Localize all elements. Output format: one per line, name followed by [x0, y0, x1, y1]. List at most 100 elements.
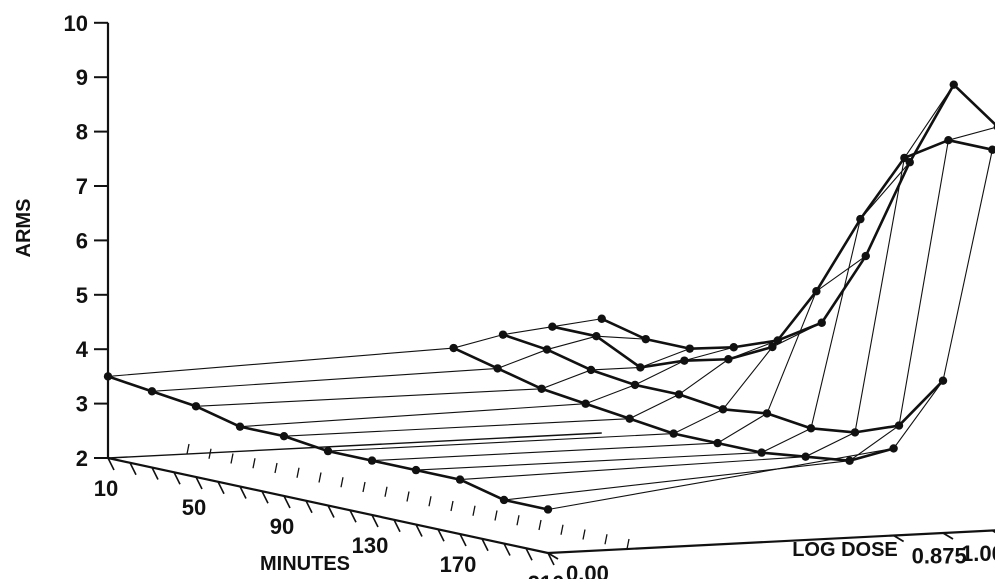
data-point — [279, 431, 289, 441]
data-point — [768, 342, 777, 352]
floor-hatch-tick — [384, 486, 388, 497]
minutes-tick — [503, 543, 511, 556]
data-point — [449, 343, 458, 353]
data-point — [548, 322, 557, 331]
floor-hatch-tick — [186, 443, 190, 455]
floor-hatch-tick — [450, 500, 454, 512]
floor-hatch-tick — [230, 453, 234, 464]
data-point — [801, 452, 810, 461]
data-point — [905, 158, 914, 167]
floor-hatch-tick — [296, 467, 300, 478]
data-point — [592, 332, 601, 341]
back-dose-axis-line — [107, 432, 602, 459]
minutes-tick — [525, 547, 533, 561]
minutes-tick — [349, 509, 357, 523]
floor-hatch-tick — [318, 472, 322, 483]
series-line — [601, 83, 995, 350]
series-line — [502, 333, 944, 434]
minutes-tick — [459, 533, 467, 547]
data-point — [537, 384, 546, 393]
data-point — [103, 372, 113, 381]
data-point — [499, 495, 509, 505]
surface-cross-line — [503, 126, 995, 501]
floor-hatch-tick — [340, 477, 344, 488]
data-point — [724, 355, 733, 364]
floor-hatch-tick — [472, 505, 476, 516]
minutes-tick — [107, 457, 115, 471]
arms-tick-label: 2 — [76, 446, 88, 471]
dose-tick — [547, 552, 559, 560]
minutes-tick — [151, 467, 159, 480]
data-point — [636, 363, 645, 372]
data-point — [718, 405, 728, 414]
data-point — [894, 421, 904, 430]
arms-tick-label: 10 — [64, 11, 88, 36]
floor-hatch-tick — [494, 510, 498, 521]
data-point — [938, 376, 948, 385]
arms-axis-title: ARMS — [13, 199, 35, 258]
minutes-tick — [195, 476, 203, 490]
data-point — [762, 409, 772, 418]
minutes-tick — [173, 471, 181, 485]
data-point — [543, 505, 553, 514]
data-point — [493, 364, 502, 373]
data-point — [817, 318, 826, 327]
floor-hatch-tick — [252, 458, 256, 469]
data-point — [856, 214, 865, 224]
floor-hatch-tick — [582, 529, 586, 540]
data-point — [581, 399, 590, 408]
minutes-tick — [239, 486, 247, 499]
data-point — [597, 314, 606, 323]
data-point — [191, 402, 201, 411]
data-point — [235, 422, 245, 431]
minutes-tick — [371, 514, 379, 528]
data-point — [988, 145, 995, 154]
data-point — [674, 390, 684, 399]
minutes-tick-label: 210 — [528, 571, 565, 579]
surface-cross-line — [283, 339, 778, 437]
data-point — [773, 336, 782, 345]
floor-hatch-tick — [560, 524, 564, 535]
dose-tick-label: 0.00 — [566, 561, 609, 579]
surface-cross-line — [107, 318, 602, 377]
minutes-tick-label: 10 — [94, 476, 118, 501]
data-point — [669, 429, 678, 438]
minutes-tick — [129, 462, 137, 476]
arms-tick-label: 7 — [76, 174, 88, 199]
minutes-tick — [283, 495, 291, 509]
surface-cross-line — [151, 335, 646, 392]
minutes-tick — [437, 528, 445, 542]
arms-tick-label: 5 — [76, 283, 88, 308]
dose-tick-label: 0.875 — [912, 544, 967, 569]
arms-tick-label: 3 — [76, 392, 88, 417]
data-point — [845, 456, 854, 465]
data-point — [949, 80, 958, 89]
floor-hatch-tick — [406, 491, 410, 502]
data-point — [757, 448, 766, 457]
data-point — [812, 287, 821, 296]
floor-hatch-tick — [538, 519, 542, 531]
dose-tick-label: 1.00 — [961, 541, 995, 566]
minutes-tick — [327, 505, 335, 518]
data-point — [850, 428, 860, 437]
dose-tick — [991, 529, 995, 534]
minutes-tick-label: 50 — [182, 495, 206, 520]
dose-tick — [942, 532, 954, 540]
data-point — [729, 343, 738, 352]
dose-axis-title: LOG DOSE — [792, 539, 898, 561]
minutes-tick-label: 90 — [270, 514, 294, 539]
minutes-axis-title: MINUTES — [260, 553, 350, 575]
surface-cross-line — [459, 84, 955, 481]
data-point — [713, 438, 722, 448]
floor-hatch-tick — [208, 448, 212, 459]
floor-hatch-tick — [604, 534, 608, 545]
arms-tick-label: 9 — [76, 65, 88, 90]
data-point — [323, 446, 333, 456]
arms-tick-label: 4 — [76, 337, 89, 362]
minutes-tick-label: 130 — [352, 533, 389, 558]
dose-tick — [893, 534, 905, 543]
data-point — [455, 475, 465, 484]
minutes-tick-label: 170 — [440, 552, 477, 577]
